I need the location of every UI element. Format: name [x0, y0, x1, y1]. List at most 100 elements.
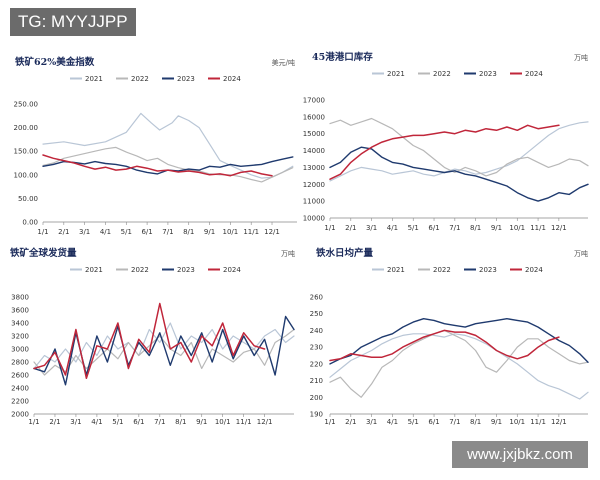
- y-tick-label: 3400: [11, 320, 29, 328]
- y-tick-label: 250: [310, 310, 323, 318]
- legend-2021-label: 2021: [85, 75, 103, 83]
- x-tick-label: 8/1: [175, 418, 186, 426]
- x-tick-label: 1/1: [324, 224, 335, 232]
- x-tick-label: 11/1: [236, 418, 252, 426]
- x-tick-label: 3/1: [79, 228, 90, 236]
- y-tick-label: 2000: [11, 411, 29, 419]
- legend-2021-label: 2021: [387, 266, 405, 274]
- x-tick-label: 11/1: [530, 224, 546, 232]
- legend-2024-label: 2024: [525, 266, 543, 274]
- legend-2024-label: 2024: [223, 75, 241, 83]
- legend-2022-label: 2022: [131, 75, 149, 83]
- y-tick-label: 210: [310, 377, 323, 385]
- x-tick-label: 9/1: [491, 418, 502, 426]
- legend-2021-label: 2021: [85, 266, 103, 274]
- legend-2024-label: 2024: [223, 266, 241, 274]
- legend-2022-label: 2022: [131, 266, 149, 274]
- x-tick-label: 12/1: [551, 418, 567, 426]
- series-line-2022: [329, 329, 589, 398]
- series-line-2021: [33, 322, 295, 370]
- x-tick-label: 6/1: [141, 228, 152, 236]
- x-tick-label: 10/1: [223, 228, 239, 236]
- chart-title: 铁水日均产量: [316, 247, 374, 259]
- y-tick-label: 2200: [11, 398, 29, 406]
- chart-unit: 万吨: [281, 249, 295, 258]
- chart-panel-3: 铁矿全球发货量 万吨 2021 2022 2023 2024 3800 3600 3400 320…: [10, 247, 295, 426]
- legend-2024-label: 2024: [525, 70, 543, 78]
- y-tick-label: 0.00: [22, 219, 38, 227]
- x-tick-label: 8/1: [470, 418, 481, 426]
- y-tick-label: 13000: [303, 164, 325, 172]
- x-tick-label: 2/1: [49, 418, 60, 426]
- y-tick-label: 2800: [11, 359, 29, 367]
- y-tick-label: 3000: [11, 346, 29, 354]
- y-tick-label: 2400: [11, 385, 29, 393]
- legend-2022-label: 2022: [433, 266, 451, 274]
- series-line-2021: [329, 333, 589, 400]
- series-line-2024: [33, 302, 266, 380]
- y-tick-label: 2600: [11, 372, 29, 380]
- legend-2023-label: 2023: [177, 266, 195, 274]
- x-tick-label: 2/1: [345, 224, 356, 232]
- x-tick-label: 2/1: [345, 418, 356, 426]
- legend-2022-label: 2022: [433, 70, 451, 78]
- x-tick-label: 10/1: [215, 418, 231, 426]
- x-tick-label: 6/1: [428, 418, 439, 426]
- y-tick-label: 12000: [303, 181, 325, 189]
- series-line-2023: [329, 146, 589, 202]
- x-tick-label: 5/1: [408, 224, 419, 232]
- legend-2023-label: 2023: [479, 266, 497, 274]
- x-tick-label: 6/1: [428, 224, 439, 232]
- x-tick-label: 4/1: [91, 418, 102, 426]
- y-tick-label: 100.00: [14, 171, 39, 179]
- chart-unit: 美元/吨: [272, 58, 295, 67]
- x-tick-label: 1/1: [37, 228, 48, 236]
- x-tick-label: 5/1: [121, 228, 132, 236]
- x-tick-label: 4/1: [387, 418, 398, 426]
- x-tick-label: 12/1: [551, 224, 567, 232]
- chart-panel-1: 铁矿62%美金指数 美元/吨 2021 2022 2023 2024 250.00 200.0…: [14, 56, 297, 236]
- x-tick-label: 7/1: [449, 224, 460, 232]
- y-tick-label: 200: [310, 394, 323, 402]
- x-tick-label: 9/1: [491, 224, 502, 232]
- y-tick-label: 250.00: [14, 101, 39, 109]
- x-tick-label: 8/1: [470, 224, 481, 232]
- x-tick-label: 5/1: [408, 418, 419, 426]
- chart-unit: 万吨: [574, 249, 588, 258]
- series-line-2024: [329, 329, 560, 362]
- series-line-2021: [42, 112, 294, 179]
- y-tick-label: 220: [310, 360, 323, 368]
- y-tick-label: 50.00: [18, 195, 38, 203]
- x-tick-label: 10/1: [509, 224, 525, 232]
- x-tick-label: 8/1: [183, 228, 194, 236]
- x-tick-label: 3/1: [366, 418, 377, 426]
- y-tick-label: 3200: [11, 333, 29, 341]
- chart-unit: 万吨: [574, 53, 588, 62]
- y-tick-label: 17000: [303, 97, 325, 105]
- y-tick-label: 190: [310, 411, 323, 419]
- series-line-2024: [329, 124, 560, 180]
- y-tick-label: 230: [310, 344, 323, 352]
- y-tick-label: 16000: [303, 113, 325, 121]
- x-tick-label: 9/1: [196, 418, 207, 426]
- y-tick-label: 10000: [303, 215, 325, 223]
- x-tick-label: 4/1: [387, 224, 398, 232]
- x-tick-label: 11/1: [243, 228, 259, 236]
- y-tick-label: 11000: [303, 198, 325, 206]
- x-tick-label: 7/1: [162, 228, 173, 236]
- y-tick-label: 260: [310, 294, 323, 302]
- series-line-2022: [329, 117, 589, 177]
- legend-2021-label: 2021: [387, 70, 405, 78]
- y-tick-label: 14000: [303, 147, 325, 155]
- x-tick-label: 6/1: [133, 418, 144, 426]
- x-tick-label: 1/1: [28, 418, 39, 426]
- chart-title: 45港港口库存: [312, 51, 373, 63]
- chart-panel-4: 铁水日均产量 万吨 2021 2022 2023 2024 260 250 240 230 220 2…: [310, 247, 589, 426]
- x-tick-label: 9/1: [204, 228, 215, 236]
- series-line-2022: [33, 328, 295, 376]
- x-tick-label: 12/1: [257, 418, 273, 426]
- series-line-2022: [42, 146, 294, 183]
- x-tick-label: 12/1: [264, 228, 280, 236]
- x-tick-label: 5/1: [112, 418, 123, 426]
